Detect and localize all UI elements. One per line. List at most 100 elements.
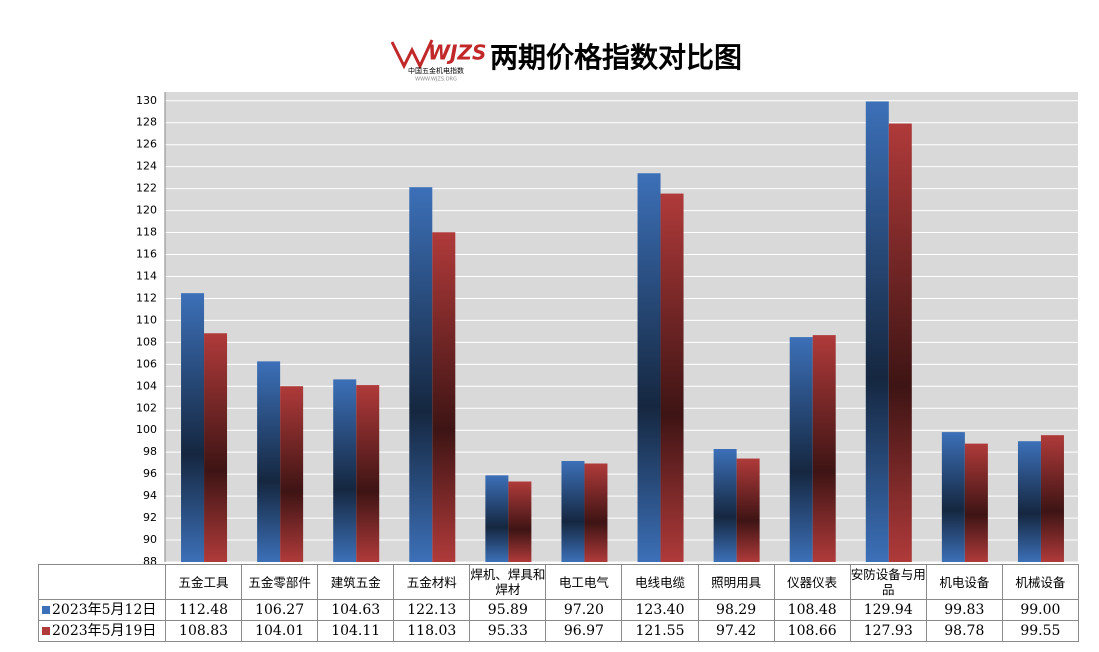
- y-tick-label: 128: [136, 116, 157, 129]
- y-tick-label: 94: [143, 489, 157, 502]
- bar: [584, 463, 608, 562]
- legend-label: 2023年5月19日: [52, 622, 157, 639]
- logo: WJZS 中国五金机电指数 WWW.WJZS.ORG: [390, 39, 486, 83]
- category-label: 安防设备与用品: [849, 564, 927, 600]
- value-cell: 95.89: [469, 599, 547, 621]
- value-cell: 122.13: [393, 599, 471, 621]
- y-tick-label: 100: [136, 423, 157, 436]
- value-cell: 99.55: [1001, 620, 1079, 642]
- value-cell: 97.42: [697, 620, 775, 642]
- legend-cell: 2023年5月19日: [38, 620, 166, 642]
- value-cell: 104.11: [317, 620, 395, 642]
- y-tick-label: 90: [143, 533, 157, 546]
- legend-swatch: [42, 626, 50, 635]
- category-label: 仪器仪表: [773, 564, 851, 600]
- value-cell: 104.01: [241, 620, 319, 642]
- bar: [736, 458, 760, 562]
- bar: [204, 333, 228, 562]
- value-cell: 129.94: [849, 599, 927, 621]
- legend-swatch: [42, 605, 50, 614]
- y-tick-label: 120: [136, 204, 157, 217]
- value-cell: 112.48: [164, 599, 243, 621]
- value-cell: 95.33: [469, 620, 547, 642]
- category-label: 电线电缆: [621, 564, 699, 600]
- bar: [637, 173, 661, 562]
- bar: [1017, 441, 1041, 562]
- logo-arrow: [390, 39, 434, 70]
- category-label: 照明用具: [697, 564, 775, 600]
- value-cell: 118.03: [393, 620, 471, 642]
- y-tick-label: 126: [136, 138, 157, 151]
- plot-area: [165, 92, 1078, 562]
- y-tick-label: 122: [136, 182, 157, 195]
- bar: [964, 443, 988, 562]
- bar: [561, 460, 585, 562]
- bar: [356, 385, 380, 562]
- bar: [409, 187, 433, 562]
- category-label: 机电设备: [925, 564, 1003, 600]
- bar: [508, 481, 532, 562]
- series-row: 2023年5月12日 112.48 106.27 104.63 122.13 95.89 9…: [38, 599, 1079, 621]
- bar: [941, 432, 965, 562]
- header-row: 五金工具 五金零部件 建筑五金 五金材料 焊机、焊具和焊材 电工电气 电线电缆 照明用具 仪器仪…: [38, 564, 1079, 600]
- bar: [333, 379, 357, 562]
- bar: [865, 101, 889, 563]
- bar: [789, 337, 813, 562]
- y-tick-label: 104: [136, 379, 157, 392]
- value-cell: 121.55: [621, 620, 699, 642]
- bar: [181, 293, 205, 562]
- y-tick-label: 112: [136, 291, 157, 304]
- y-tick-label: 92: [143, 511, 157, 524]
- bar: [660, 193, 684, 563]
- y-tick-label: 124: [136, 160, 157, 173]
- value-cell: 98.29: [697, 599, 775, 621]
- y-tick-label: 110: [136, 313, 157, 326]
- legend-label: 2023年5月12日: [52, 601, 157, 618]
- logo-name: 中国五金机电指数: [408, 66, 464, 75]
- y-tick-label: 96: [143, 467, 157, 480]
- value-cell: 99.83: [925, 599, 1003, 621]
- category-label: 机械设备: [1001, 564, 1079, 600]
- y-tick-label: 116: [136, 248, 157, 261]
- value-cell: 106.27: [241, 599, 319, 621]
- category-label: 焊机、焊具和焊材: [469, 564, 547, 600]
- bar: [1040, 435, 1064, 562]
- legend-cell: 2023年5月12日: [38, 599, 166, 621]
- y-tick-label: 102: [136, 401, 157, 414]
- y-tick-label: 98: [143, 445, 157, 458]
- y-tick-label: 118: [136, 226, 157, 239]
- value-cell: 108.66: [773, 620, 851, 642]
- bar: [888, 123, 912, 562]
- logo-url: WWW.WJZS.ORG: [415, 77, 457, 83]
- value-cell: 97.20: [545, 599, 623, 621]
- bar: [713, 449, 737, 562]
- y-tick-label: 114: [136, 269, 157, 282]
- value-cell: 123.40: [621, 599, 699, 621]
- y-tick-label: 106: [136, 357, 157, 370]
- category-label: 五金零部件: [241, 564, 319, 600]
- corner-cell: [38, 564, 166, 600]
- value-cell: 98.78: [925, 620, 1003, 642]
- series-row: 2023年5月19日 108.83 104.01 104.11 118.03 95.33 9…: [38, 620, 1079, 642]
- value-cell: 104.63: [317, 599, 395, 621]
- bar: [485, 475, 509, 562]
- logo-mark: WJZS: [428, 41, 486, 65]
- value-cell: 96.97: [545, 620, 623, 642]
- category-label: 电工电气: [545, 564, 623, 600]
- bar: [812, 335, 836, 562]
- category-label: 五金工具: [164, 564, 243, 600]
- value-cell: 127.93: [849, 620, 927, 642]
- value-cell: 108.48: [773, 599, 851, 621]
- bar: [280, 386, 304, 562]
- data-table: 五金工具 五金零部件 建筑五金 五金材料 焊机、焊具和焊材 电工电气 电线电缆 照明用具 仪器仪…: [38, 564, 1079, 642]
- chart-title: 两期价格指数对比图: [490, 41, 742, 74]
- y-tick-label: 130: [136, 94, 157, 107]
- value-cell: 99.00: [1001, 599, 1079, 621]
- bar: [432, 232, 456, 562]
- value-cell: 108.83: [164, 620, 243, 642]
- category-label: 五金材料: [393, 564, 471, 600]
- y-tick-label: 108: [136, 335, 157, 348]
- category-label: 建筑五金: [317, 564, 395, 600]
